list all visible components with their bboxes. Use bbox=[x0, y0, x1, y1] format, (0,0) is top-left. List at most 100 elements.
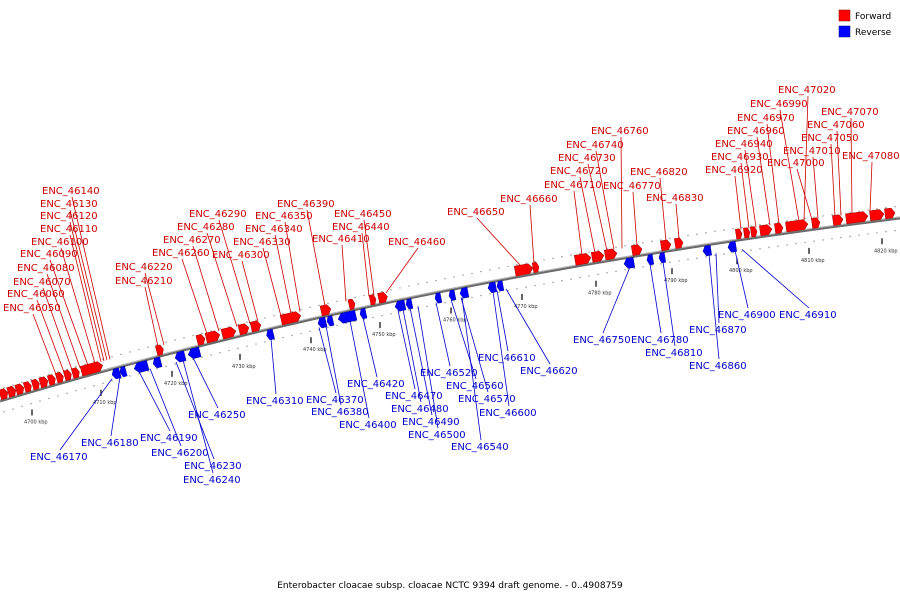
forward-gene bbox=[46, 374, 56, 386]
forward-gene-label: ENC_46650 bbox=[447, 207, 505, 218]
forward-leader-line bbox=[42, 287, 73, 371]
forward-gene bbox=[220, 326, 237, 340]
track-dot-lower bbox=[678, 260, 680, 262]
forward-gene bbox=[735, 228, 743, 240]
reverse-leader-line bbox=[460, 297, 489, 393]
reverse-gene bbox=[266, 328, 275, 341]
forward-leader-line bbox=[71, 196, 111, 360]
scale-tick-label: 4770 kbp bbox=[514, 304, 538, 310]
track-dot-lower bbox=[795, 242, 797, 245]
reverse-gene bbox=[405, 298, 414, 310]
forward-leader-line bbox=[144, 272, 165, 346]
forward-gene bbox=[70, 367, 80, 379]
track-dot-lower bbox=[804, 241, 806, 244]
reverse-gene-label: ENC_46310 bbox=[246, 396, 304, 407]
reverse-leader-line bbox=[318, 327, 337, 394]
forward-gene-label: ENC_46390 bbox=[277, 199, 335, 210]
reverse-gene bbox=[623, 257, 636, 269]
forward-gene-label: ENC_46340 bbox=[245, 224, 303, 235]
reverse-gene-label: ENC_46600 bbox=[479, 408, 537, 419]
track-dot-lower bbox=[21, 405, 23, 408]
track-dot-upper bbox=[390, 289, 392, 291]
track-dot-lower bbox=[660, 263, 662, 265]
forward-gene-label: ENC_46260 bbox=[152, 248, 210, 259]
track-dot-lower bbox=[687, 258, 689, 261]
forward-gene-label: ENC_46660 bbox=[500, 194, 558, 205]
track-dot-lower bbox=[876, 232, 878, 234]
track-dot-lower bbox=[624, 269, 626, 271]
reverse-gene bbox=[496, 280, 505, 292]
track-dot-lower bbox=[408, 309, 410, 311]
track-dot-upper bbox=[75, 366, 77, 368]
track-dot-lower bbox=[174, 363, 176, 365]
reverse-leader-line bbox=[192, 357, 219, 409]
forward-gene bbox=[832, 214, 844, 226]
track-dot-upper bbox=[615, 246, 617, 249]
forward-leader-line bbox=[869, 161, 873, 212]
reverse-leader-line bbox=[149, 368, 182, 447]
track-dot-lower bbox=[543, 283, 545, 285]
reverse-leader-line bbox=[402, 309, 422, 403]
track-dot-lower bbox=[894, 229, 896, 232]
forward-gene-label: ENC_46460 bbox=[388, 237, 446, 248]
reverse-leader-line bbox=[325, 325, 342, 406]
track-dot-lower bbox=[858, 234, 860, 236]
reverse-gene-label: ENC_46860 bbox=[689, 361, 747, 372]
forward-leader-line bbox=[192, 245, 220, 332]
reverse-gene-label: ENC_46570 bbox=[458, 394, 516, 405]
reverse-gene bbox=[111, 367, 122, 380]
track-dot-upper bbox=[660, 239, 662, 241]
forward-gene bbox=[884, 207, 896, 220]
track-dot-upper bbox=[318, 304, 320, 307]
forward-swatch bbox=[838, 9, 851, 22]
reverse-gene bbox=[702, 244, 712, 257]
track-dot-upper bbox=[336, 300, 338, 303]
track-dot-lower bbox=[606, 272, 608, 274]
forward-leader-line bbox=[361, 232, 370, 297]
track-dot-lower bbox=[516, 288, 518, 290]
track-dot-upper bbox=[417, 283, 419, 285]
reverse-gene-label: ENC_46780 bbox=[631, 335, 689, 346]
backbone-highlight bbox=[0, 216, 900, 401]
reverse-gene-label: ENC_46480 bbox=[391, 404, 449, 415]
scale-tick-label: 4740 kbp bbox=[303, 347, 327, 353]
reverse-gene-label: ENC_46910 bbox=[779, 310, 837, 321]
reverse-leader-line bbox=[110, 376, 121, 437]
track-dot-upper bbox=[21, 381, 23, 384]
track-dot-upper bbox=[885, 207, 887, 209]
track-dot-lower bbox=[732, 252, 734, 254]
track-dot-lower bbox=[534, 284, 536, 287]
forward-leader-line bbox=[579, 176, 596, 253]
reverse-gene-label: ENC_46200 bbox=[151, 448, 209, 459]
forward-gene-label: ENC_46830 bbox=[646, 193, 704, 204]
legend: Forward Reverse bbox=[838, 9, 892, 38]
track-dot-lower bbox=[561, 279, 563, 282]
forward-gene bbox=[0, 388, 9, 401]
track-dot-upper bbox=[795, 218, 797, 221]
track-dot-upper bbox=[354, 296, 356, 299]
track-dot-lower bbox=[291, 334, 293, 337]
track-dot-lower bbox=[381, 314, 383, 317]
reverse-gene bbox=[119, 365, 128, 378]
track-dot-lower bbox=[633, 267, 635, 270]
track-dot-upper bbox=[264, 317, 266, 319]
forward-gene-label: ENC_46280 bbox=[177, 222, 235, 233]
reverse-gene bbox=[658, 252, 667, 264]
forward-gene-label: ENC_46930 bbox=[711, 152, 769, 163]
reverse-leader-line bbox=[417, 306, 439, 429]
track-dot-lower bbox=[75, 390, 77, 392]
reverse-gene-label: ENC_46900 bbox=[718, 310, 776, 321]
forward-gene-label: ENC_46070 bbox=[13, 277, 71, 288]
track-dot-upper bbox=[444, 278, 446, 280]
track-dot-upper bbox=[750, 225, 752, 227]
track-dot-lower bbox=[768, 246, 770, 249]
track-dot-upper bbox=[849, 211, 851, 214]
reverse-leader-line bbox=[662, 261, 676, 347]
reverse-gene-label: ENC_46500 bbox=[408, 430, 466, 441]
reverse-gene-label: ENC_46540 bbox=[451, 442, 509, 453]
forward-gene bbox=[659, 239, 672, 252]
track-dot-upper bbox=[237, 323, 239, 326]
forward-gene-label: ENC_46410 bbox=[312, 234, 370, 245]
forward-gene-label: ENC_46740 bbox=[566, 140, 624, 151]
forward-leader-line bbox=[262, 247, 282, 317]
